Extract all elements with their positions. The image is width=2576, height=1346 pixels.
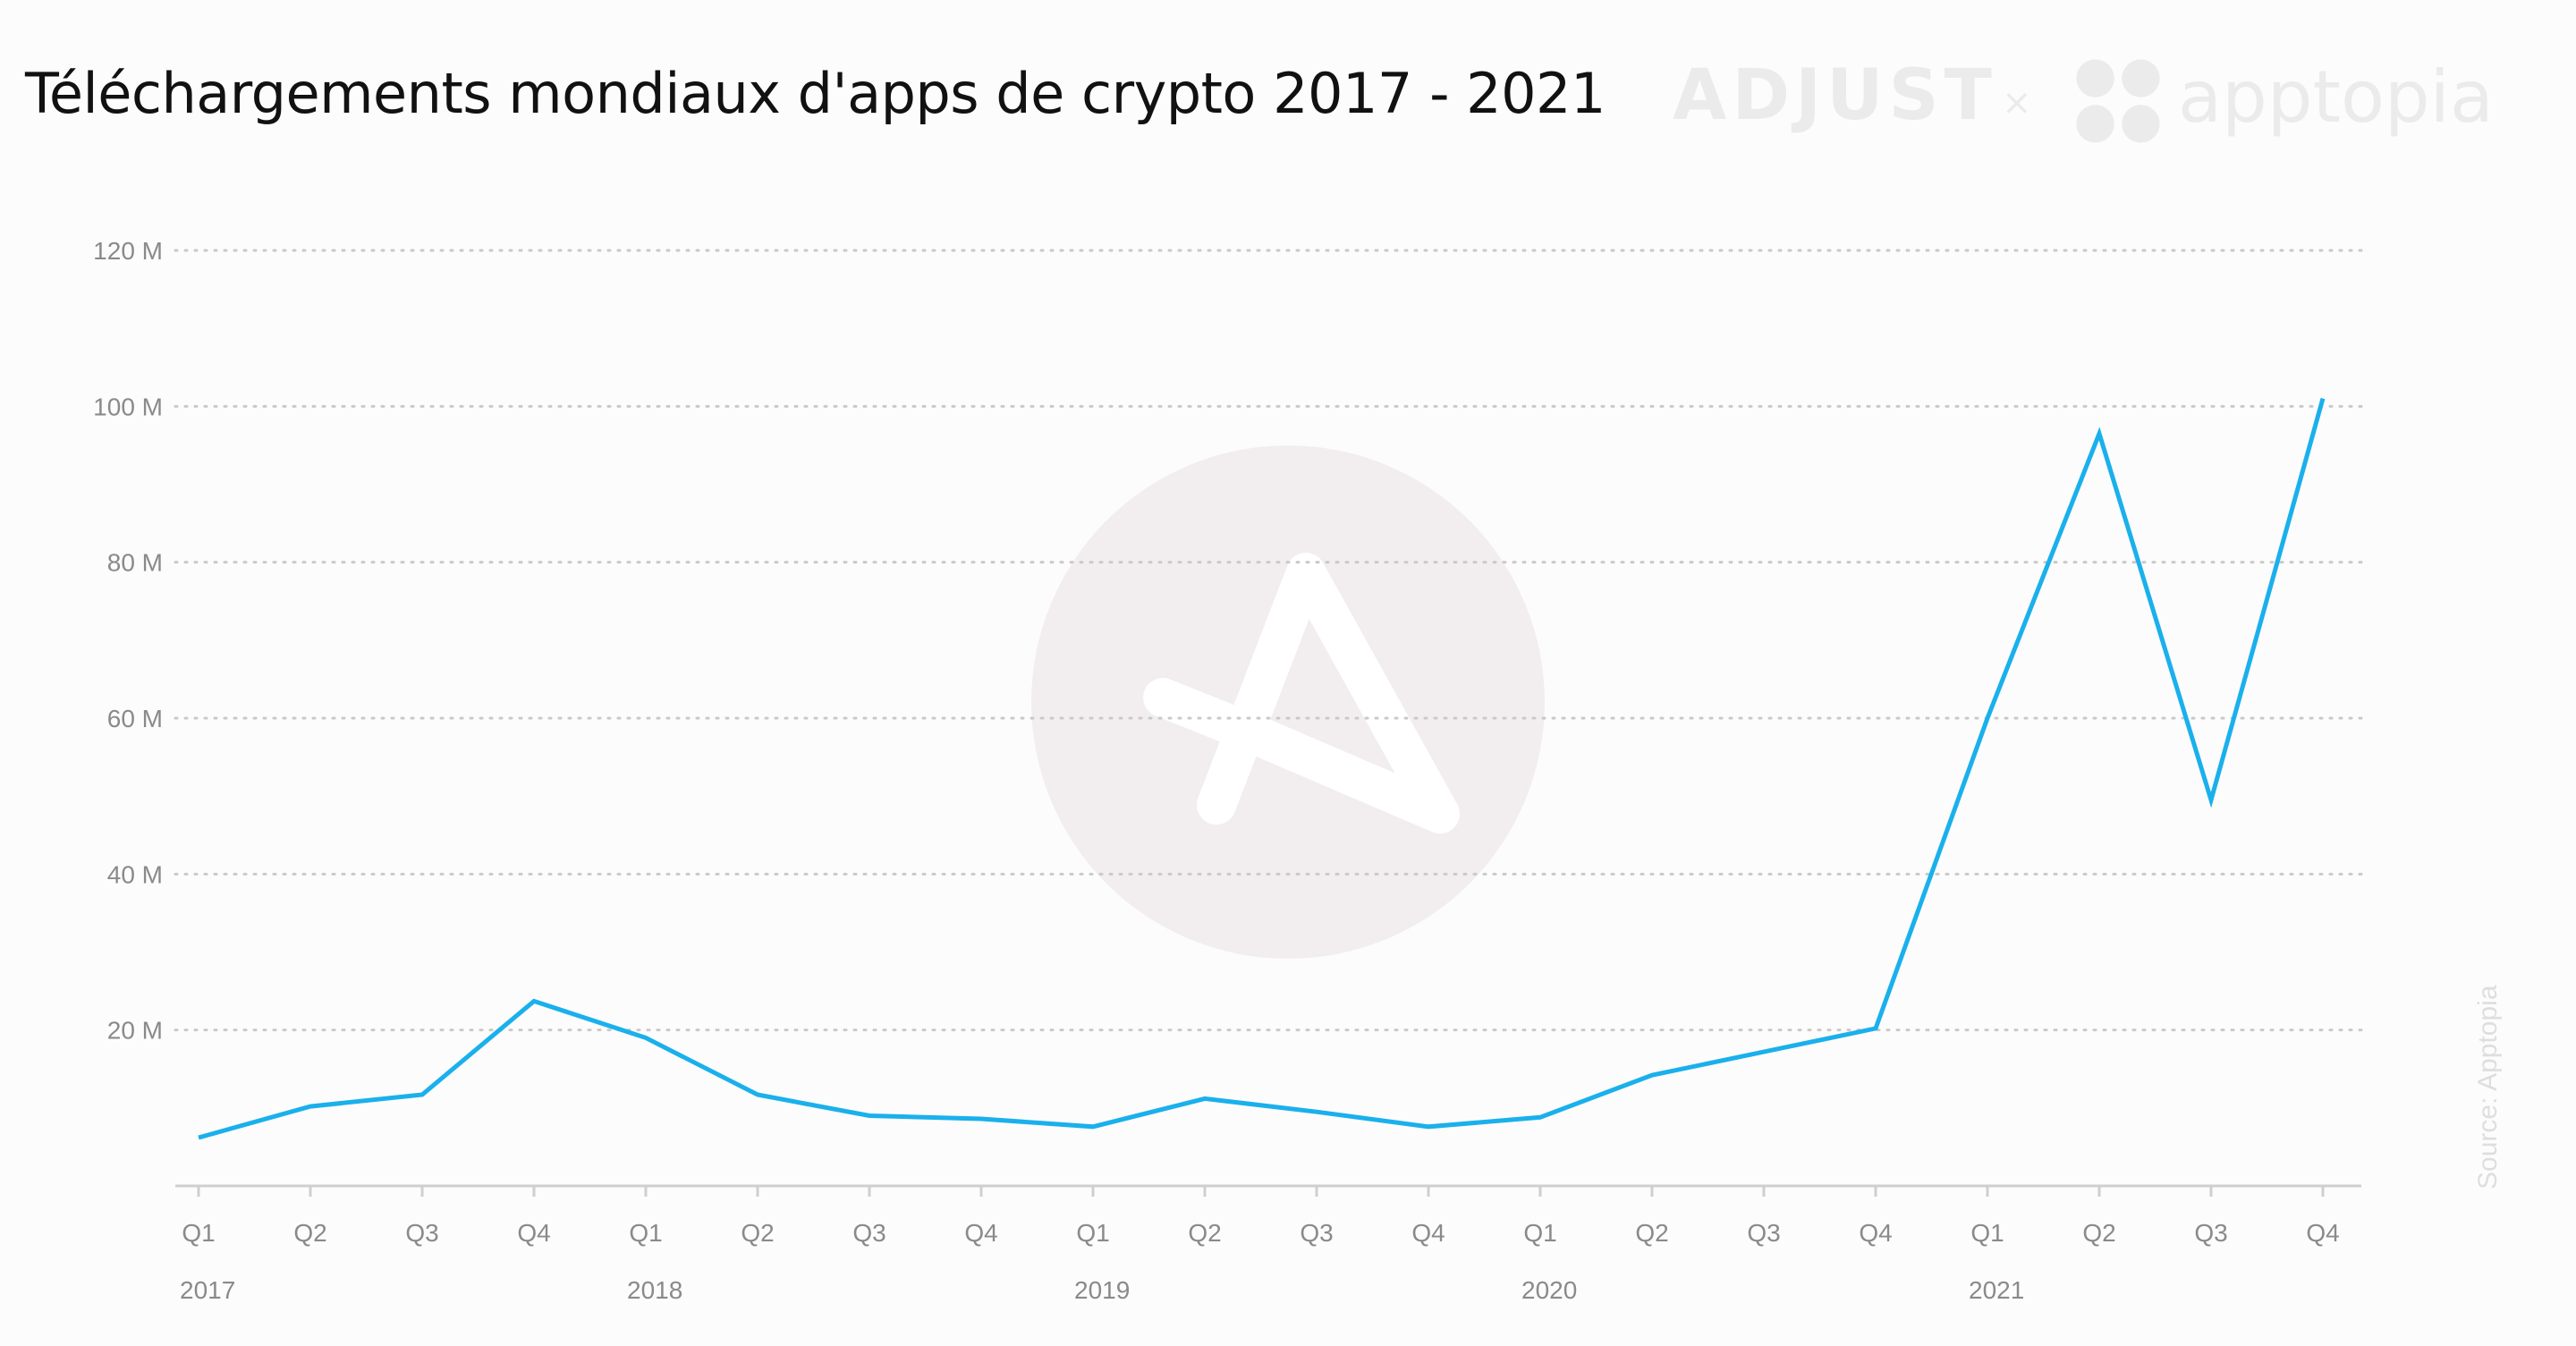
y-tick-label: 120 M: [93, 237, 163, 265]
y-tick-label: 60 M: [107, 705, 163, 732]
x-tick-label: Q1: [1970, 1219, 2004, 1247]
x-tick-label: Q2: [1188, 1219, 1221, 1247]
x-tick-label: Q4: [964, 1219, 997, 1247]
x-tick-label: Q3: [2194, 1219, 2227, 1247]
y-axis-tick-labels: 20 M 40 M 60 M 80 M 100 M 120 M: [93, 237, 163, 1045]
y-tick-label: 80 M: [107, 549, 163, 577]
year-label: 2021: [1969, 1276, 2024, 1304]
x-tick-label: Q1: [1076, 1219, 1109, 1247]
x-tick-label: Q1: [629, 1219, 662, 1247]
x-tick-label: Q4: [1859, 1219, 1892, 1247]
apptopia-logo-icon: [2076, 59, 2160, 143]
brand-separator: ×: [2002, 82, 2032, 123]
x-tick-label: Q2: [1635, 1219, 1668, 1247]
x-tick-label: Q2: [741, 1219, 774, 1247]
year-label: 2018: [627, 1276, 682, 1304]
grid-lines: [174, 249, 2363, 1032]
y-tick-label: 100 M: [93, 393, 163, 420]
y-tick-label: 20 M: [107, 1017, 163, 1045]
x-tick-label: Q4: [517, 1219, 550, 1247]
x-tick-label: Q3: [1300, 1219, 1333, 1247]
series-layer: [198, 397, 2326, 1140]
x-axis-tick-labels: Q1 Q2 Q3 Q4 Q1 Q2 Q3 Q4 Q1 Q2 Q3 Q4 Q1 Q2 Q3 Q4 Q1 Q2 Q3 Q4: [182, 1219, 2339, 1247]
x-tick-label: Q2: [2082, 1219, 2115, 1247]
year-label: 2019: [1074, 1276, 1130, 1304]
x-axis-year-labels: 2017 2018 2019 2020 2021: [180, 1276, 2024, 1304]
x-tick-label: Q1: [182, 1219, 215, 1247]
year-label: 2020: [1521, 1276, 1577, 1304]
x-tick-label: Q4: [1411, 1219, 1445, 1247]
chart-title: Téléchargements mondiaux d'apps de crypt…: [25, 61, 1606, 126]
year-label: 2017: [180, 1276, 235, 1304]
adjust-logo: ADJUST: [1673, 55, 1997, 136]
x-tick-label: Q3: [405, 1219, 438, 1247]
x-tick-label: Q1: [1523, 1219, 1556, 1247]
series-line: [198, 397, 2326, 1140]
x-tick-label: Q3: [1747, 1219, 1780, 1247]
apptopia-logo-text: apptopia: [2178, 55, 2494, 139]
adjust-watermark-icon: [1031, 445, 1545, 959]
source-note: Source: Apptopia: [2473, 985, 2503, 1189]
x-tick-label: Q4: [2306, 1219, 2339, 1247]
y-tick-label: 40 M: [107, 860, 163, 888]
x-tick-label: Q2: [293, 1219, 326, 1247]
x-tick-label: Q3: [852, 1219, 886, 1247]
x-axis: [175, 1184, 2361, 1197]
